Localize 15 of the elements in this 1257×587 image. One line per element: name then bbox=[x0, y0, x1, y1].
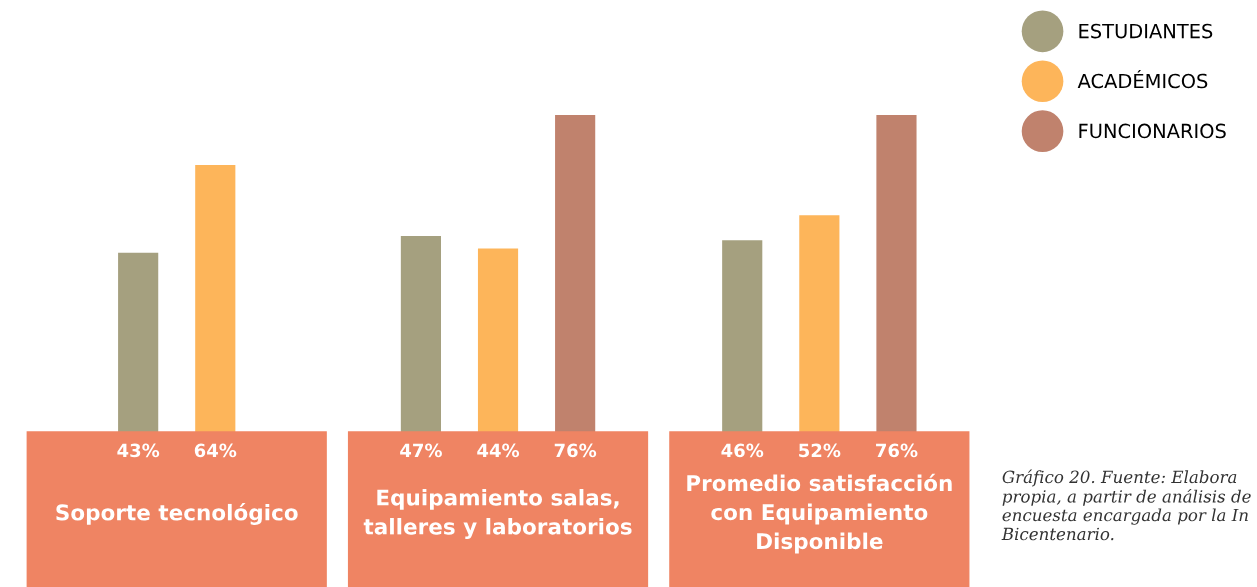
legend-label: ESTUDIANTES bbox=[1079, 23, 1213, 39]
data-label: 43% bbox=[117, 443, 160, 458]
x-tick-label: Equipamiento salas, talleres y laboratorios bbox=[363, 488, 632, 540]
legend-label: ACADÉMICOS bbox=[1077, 70, 1208, 89]
data-label: 64% bbox=[194, 443, 237, 458]
data-label: 44% bbox=[477, 443, 520, 458]
data-label: 52% bbox=[799, 443, 841, 458]
legend-label: FUNCIONARIOS bbox=[1079, 123, 1226, 139]
data-label: 76% bbox=[876, 443, 918, 458]
x-tick-label: Soporte tecnológico bbox=[56, 503, 298, 525]
data-label: 47% bbox=[400, 443, 442, 458]
x-tick-label: Promedio satisfacción con Equipamiento Disponible bbox=[687, 473, 952, 554]
text: Gráfico 20. Fuente: Elabora propia, a partir de análisis de encuesta encargada por la In Bicentenario. bbox=[1001, 469, 1251, 541]
data-label: 46% bbox=[721, 443, 764, 458]
data-label: 76% bbox=[554, 443, 597, 458]
